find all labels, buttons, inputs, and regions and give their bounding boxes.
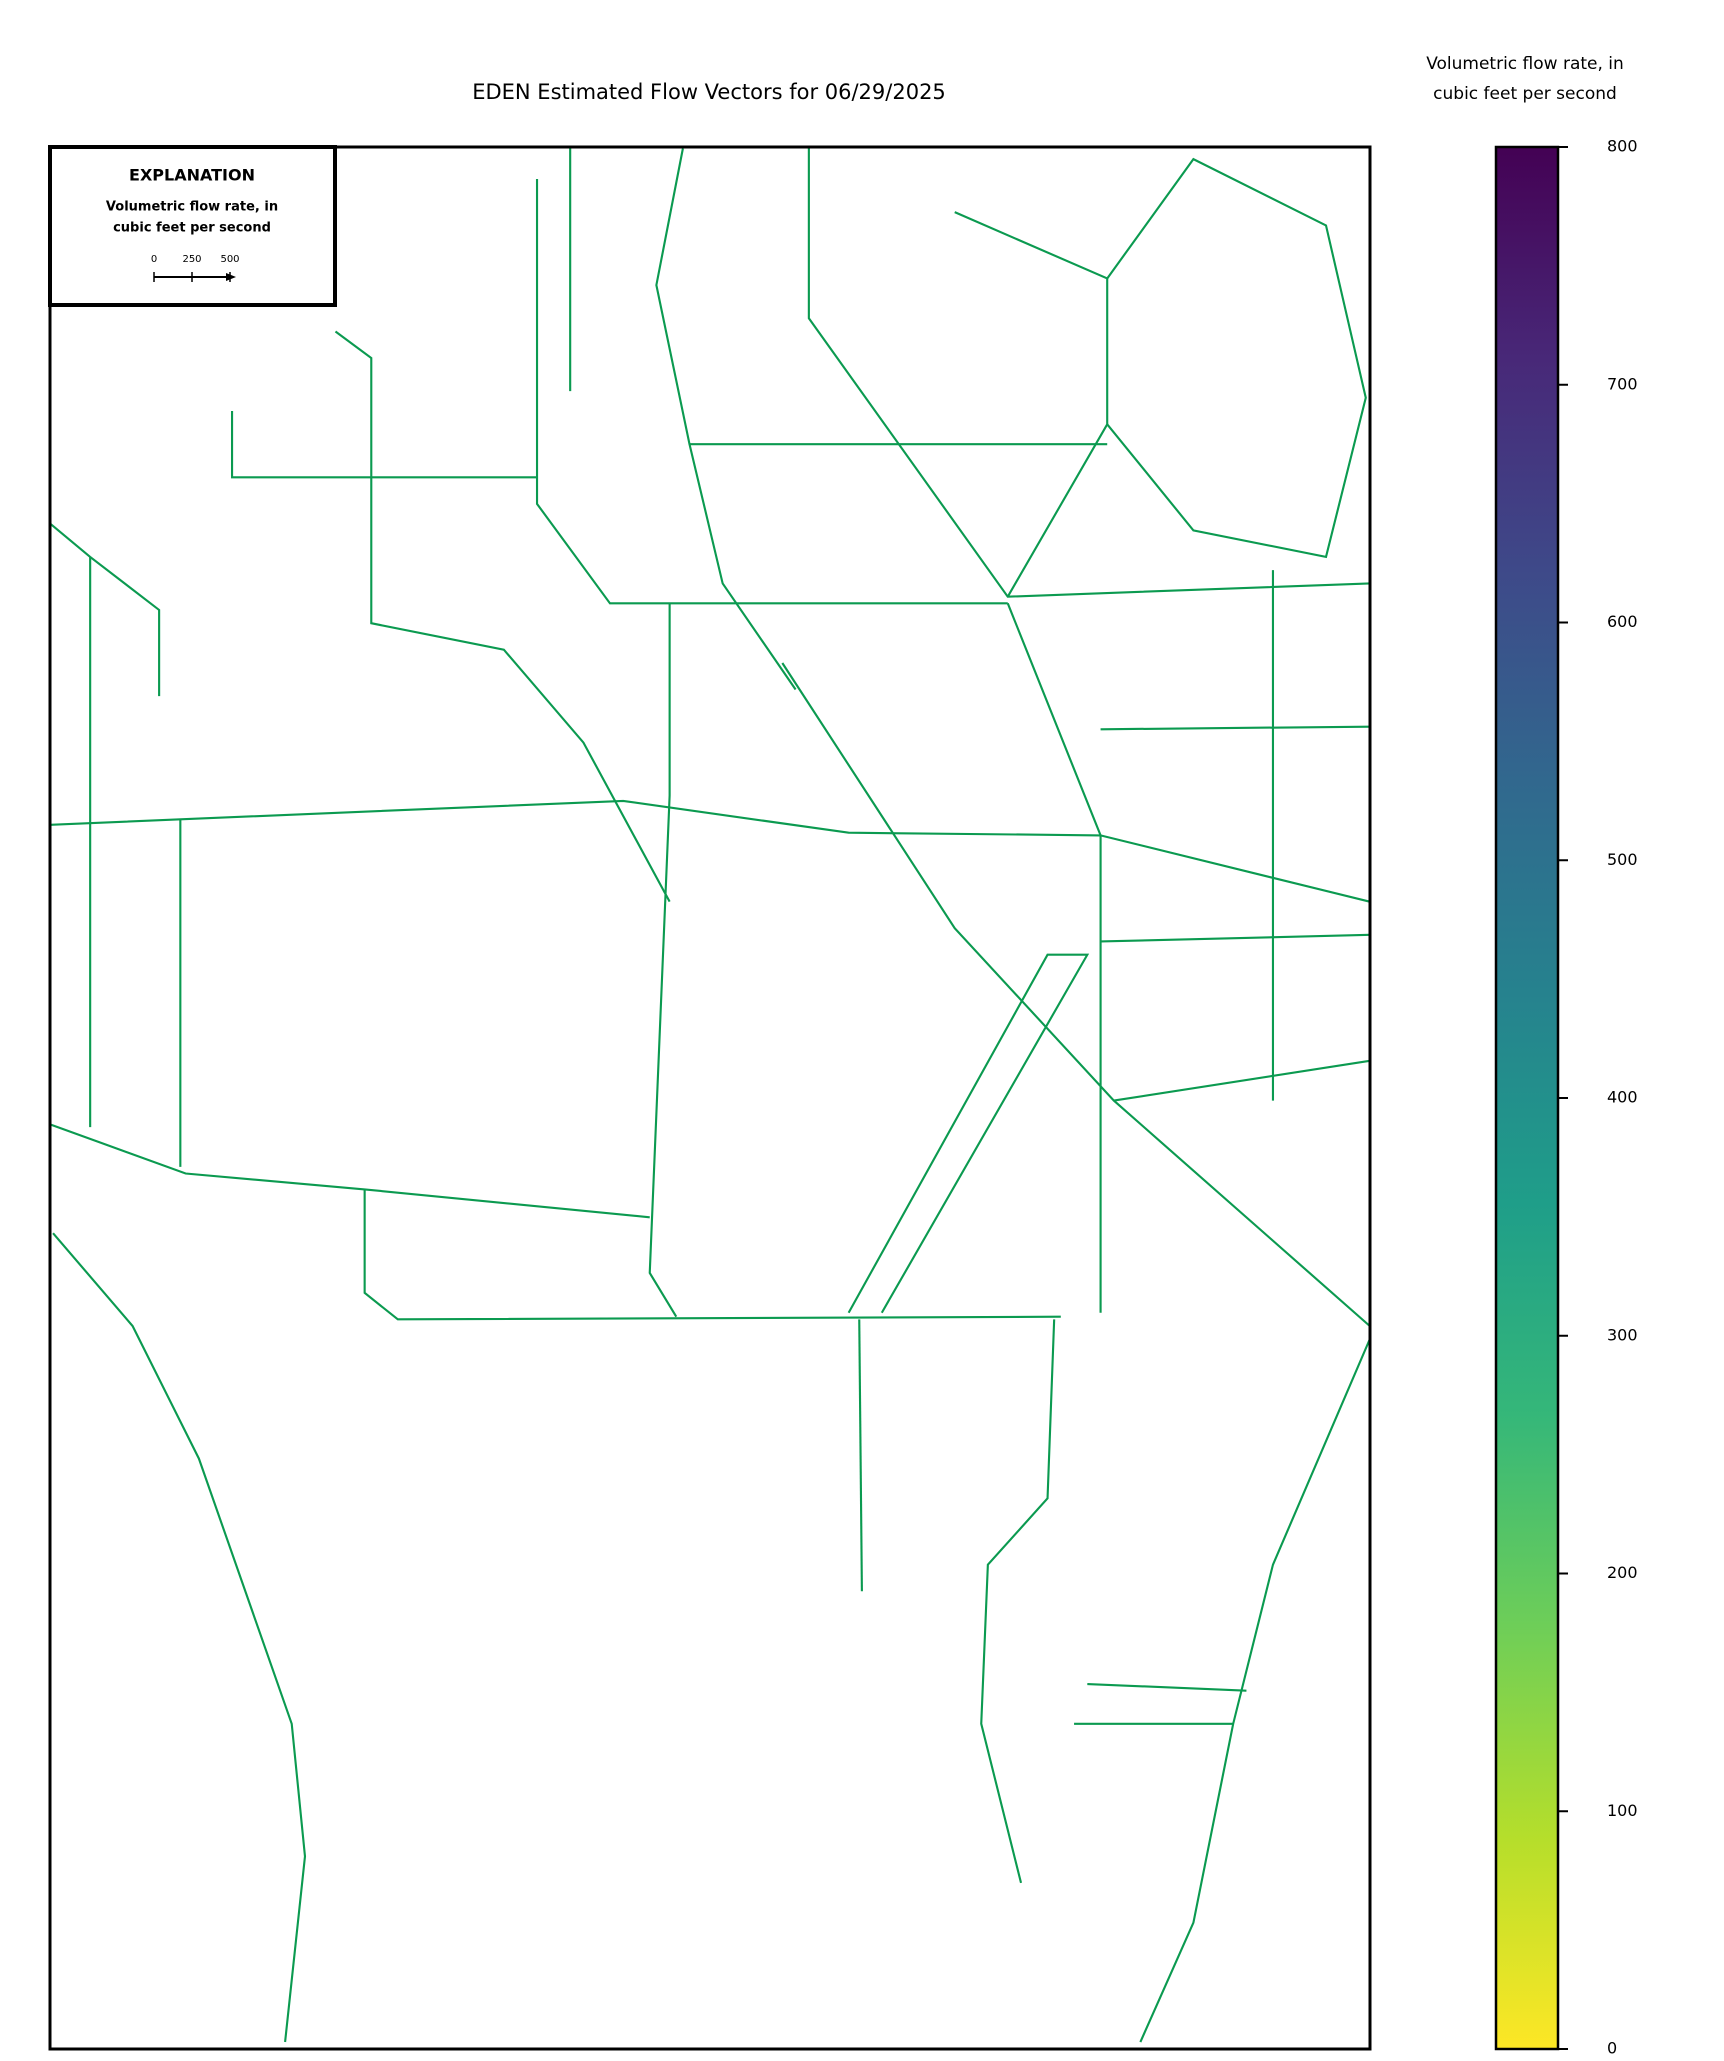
colorbar-tick-label: 0 — [1607, 2039, 1617, 2058]
scale-label: 0 — [151, 254, 157, 265]
colorbar-tick-label: 200 — [1607, 1563, 1638, 1582]
colorbar-tick-label: 700 — [1607, 374, 1638, 393]
explanation-text: cubic feet per second — [113, 221, 271, 236]
colorbar-label: Volumetric flow rate, in — [1426, 54, 1624, 74]
colorbar — [1494, 145, 1560, 2051]
colorbar-tick-label: 500 — [1607, 850, 1638, 869]
explanation-text: Volumetric flow rate, in — [106, 200, 278, 215]
explanation-title: EXPLANATION — [129, 166, 255, 185]
canals — [49, 148, 1371, 2043]
colorbar-tick-label: 100 — [1607, 1801, 1638, 1820]
colorbar-tick-label: 600 — [1607, 612, 1638, 631]
map-frame — [48, 145, 1372, 2051]
scale-label: 500 — [220, 254, 239, 265]
colorbar-label: cubic feet per second — [1433, 84, 1617, 104]
scale-arrowhead — [226, 273, 236, 281]
scale-label: 250 — [182, 254, 201, 265]
colorbar-tick-label: 300 — [1607, 1325, 1638, 1344]
colorbar-tick-label: 400 — [1607, 1088, 1638, 1107]
colorbar-tick-label: 800 — [1607, 137, 1638, 156]
title: EDEN Estimated Flow Vectors for 06/29/20… — [472, 80, 946, 104]
